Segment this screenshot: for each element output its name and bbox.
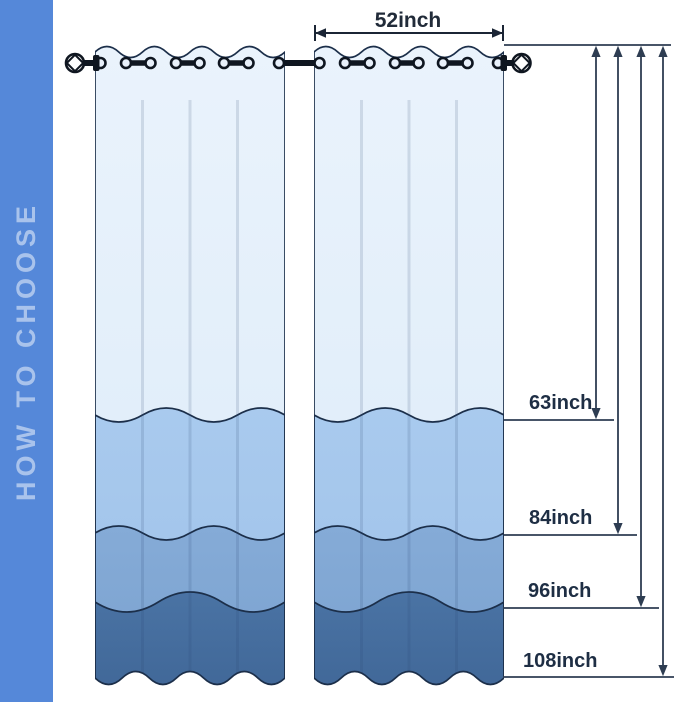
height-label-84: 84inch xyxy=(529,507,593,529)
width-dimension-label: 52inch xyxy=(374,9,442,32)
height-label-108: 108inch xyxy=(523,650,598,672)
rod-hardware xyxy=(64,52,532,74)
width-dimension-arrowheads xyxy=(315,28,503,38)
sidebar-title: HOW TO CHOOSE xyxy=(11,200,41,501)
height-arrowheads xyxy=(591,45,668,677)
finial-left-icon xyxy=(64,52,86,74)
rod-cap-right xyxy=(500,55,507,71)
height-arrow-lines xyxy=(503,56,674,678)
height-label-63: 63inch xyxy=(529,392,593,414)
finial-right-icon xyxy=(511,52,532,74)
rod-cap-left xyxy=(93,55,100,71)
sidebar: HOW TO CHOOSE xyxy=(0,0,53,702)
height-label-96: 96inch xyxy=(528,580,592,602)
